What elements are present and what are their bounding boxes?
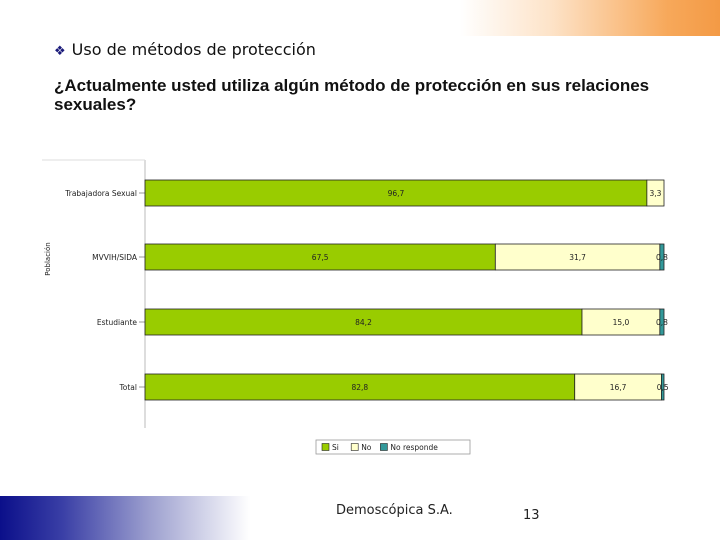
section-title-text: Uso de métodos de protección xyxy=(71,40,316,59)
category-label: Total xyxy=(118,383,137,392)
category-label: MVVIH/SIDA xyxy=(92,253,138,262)
bar-segment xyxy=(646,179,665,207)
y-axis-title: Población xyxy=(44,242,52,275)
legend-label: No xyxy=(361,443,372,452)
page-number: 13 xyxy=(523,508,540,523)
bar-segment xyxy=(659,243,665,271)
bottom-accent-band xyxy=(0,496,250,540)
bar-segment xyxy=(661,373,665,401)
bar-segment xyxy=(144,373,576,401)
data-label: 0,5 xyxy=(657,383,669,392)
legend-label: No responde xyxy=(390,443,438,452)
section-title: ❖ Uso de métodos de protección xyxy=(54,40,316,59)
data-label: 84,2 xyxy=(355,318,372,327)
category-label: Estudiante xyxy=(97,318,137,327)
data-label: 67,5 xyxy=(312,253,329,262)
bar-segment xyxy=(144,308,583,336)
legend-swatch xyxy=(350,443,359,451)
data-label: 16,7 xyxy=(610,383,627,392)
bar-segment xyxy=(144,243,496,271)
category-label: Trabajadora Sexual xyxy=(64,189,137,198)
diamond-bullet-icon: ❖ xyxy=(54,44,66,59)
data-label: 82,8 xyxy=(352,383,369,392)
legend-swatch xyxy=(380,443,388,451)
data-label: 3,3 xyxy=(649,189,661,198)
data-label: 31,7 xyxy=(569,253,586,262)
data-label: 96,7 xyxy=(388,189,405,198)
data-label: 0,8 xyxy=(656,253,668,262)
legend-label: Si xyxy=(332,443,339,452)
data-label: 0,8 xyxy=(656,318,668,327)
footer-company: Demoscópica S.A. xyxy=(336,503,453,518)
top-accent-band xyxy=(460,0,720,36)
chart-question: ¿Actualmente usted utiliza algún método … xyxy=(54,76,650,114)
bar-segment xyxy=(659,308,665,336)
data-label: 15,0 xyxy=(613,318,630,327)
legend-swatch xyxy=(321,443,330,451)
bar-segment xyxy=(144,179,648,207)
